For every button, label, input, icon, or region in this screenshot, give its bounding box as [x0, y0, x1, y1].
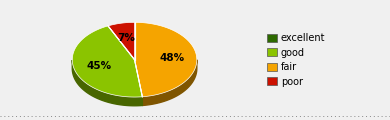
Text: 45%: 45% [86, 61, 111, 71]
Text: 7%: 7% [117, 33, 135, 43]
Polygon shape [142, 60, 197, 105]
Polygon shape [72, 60, 142, 106]
Polygon shape [72, 26, 142, 97]
Legend: excellent, good, fair, poor: excellent, good, fair, poor [266, 33, 326, 87]
Text: 48%: 48% [159, 53, 184, 63]
Polygon shape [135, 22, 197, 97]
Polygon shape [108, 22, 135, 60]
